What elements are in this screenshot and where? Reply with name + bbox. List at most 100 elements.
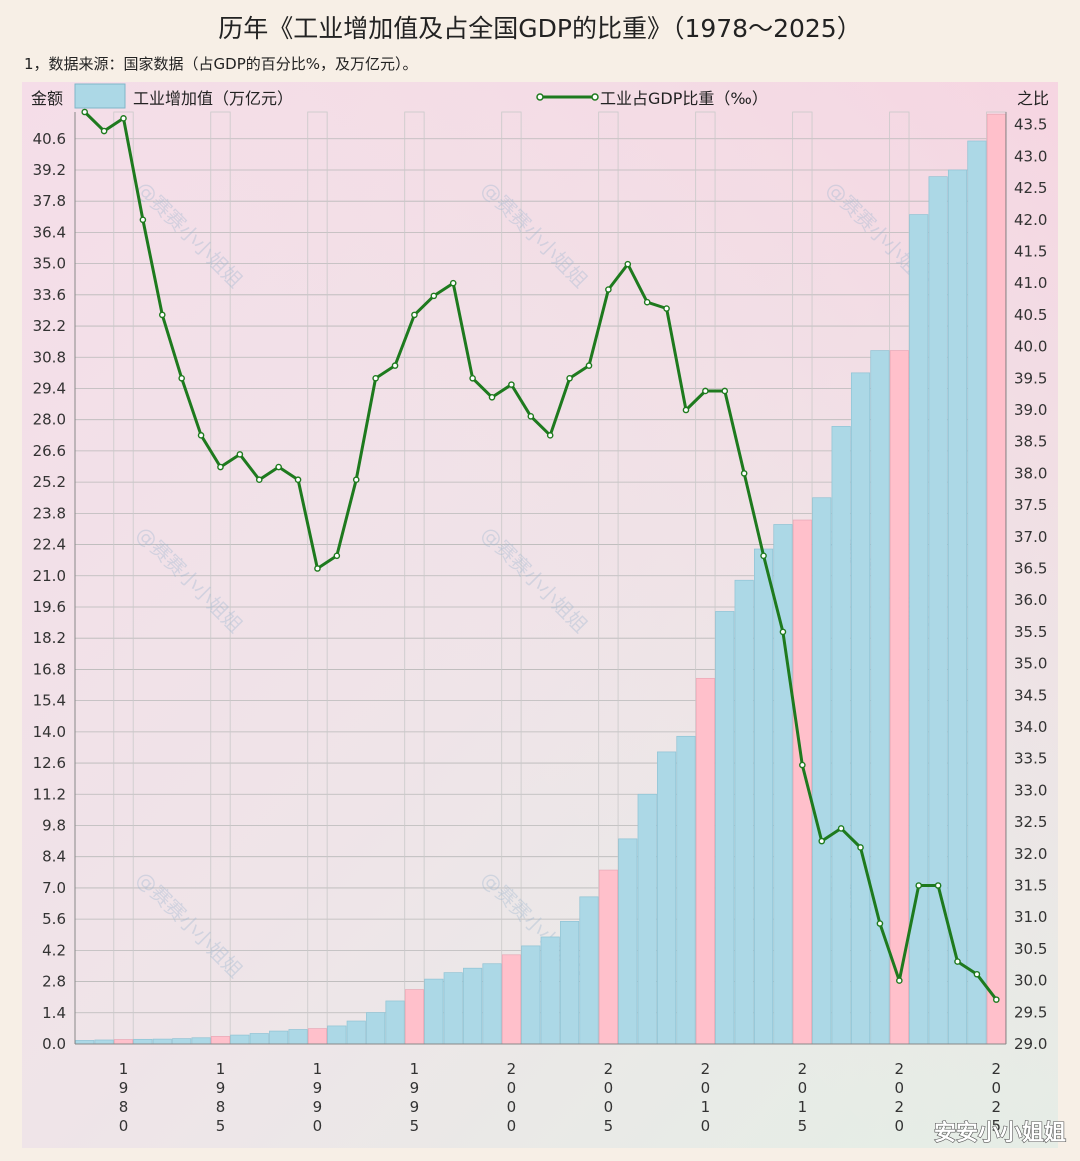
ratio-point-1999: [488, 394, 496, 401]
ratio-point-1986: [236, 451, 244, 458]
bar-2001: [521, 945, 541, 1045]
ratio-point-1979: [100, 127, 108, 135]
ratio-point-2003: [566, 374, 573, 382]
legend-line-marker-right: [591, 93, 599, 101]
left-tick-label: 8.4: [42, 848, 66, 866]
bar-2020: [889, 350, 909, 1045]
left-tick-label: 39.2: [33, 161, 66, 179]
bar-1992: [346, 1020, 366, 1045]
left-tick-label: 14.0: [33, 723, 66, 741]
left-tick-label: 30.8: [33, 348, 66, 366]
bar-1999: [482, 963, 502, 1045]
ratio-point-1988: [275, 463, 282, 471]
right-tick-label: 30.0: [1014, 972, 1047, 990]
left-tick-label: 23.8: [33, 504, 66, 522]
left-tick-label: 26.6: [33, 442, 66, 460]
bar-2005: [598, 869, 618, 1045]
ratio-point-1993: [372, 374, 379, 382]
axes: 0.0 1.4 2.8 4.2 5.6 7.0 8.4 9.8 11.2 12.6 14.0 15.4…: [33, 112, 1047, 1135]
ratio-point-2021: [915, 882, 923, 889]
ratio-point-1981: [139, 216, 147, 224]
bar-2000: [501, 954, 521, 1045]
ratio-point-2009: [682, 406, 690, 414]
right-tick-label: 38.0: [1014, 464, 1047, 482]
bar-1989: [288, 1029, 308, 1045]
ratio-point-2010: [702, 387, 709, 395]
left-tick-label: 7.0: [42, 879, 66, 897]
right-tick-label: 34.0: [1014, 718, 1047, 736]
bar-1986: [230, 1034, 250, 1045]
left-tick-label: 37.8: [33, 192, 66, 210]
left-tick-label: 16.8: [33, 660, 66, 678]
right-tick-label: 41.0: [1014, 274, 1047, 292]
bar-2002: [540, 936, 560, 1045]
ratio-point-2018: [857, 844, 864, 851]
left-axis-label: 金额: [31, 89, 63, 108]
legend-bar-label: 工业增加值（万亿元）: [133, 89, 293, 108]
bar-1981: [133, 1038, 153, 1045]
line-series: [81, 108, 1000, 1003]
right-tick-label: 39.5: [1014, 369, 1047, 387]
ratio-point-1980: [120, 115, 127, 122]
bar-1984: [191, 1037, 211, 1045]
bar-2023: [947, 169, 968, 1045]
ratio-point-2012: [740, 470, 748, 477]
right-tick-label: 34.5: [1014, 686, 1047, 704]
bar-2018: [850, 372, 871, 1045]
right-tick-label: 36.5: [1014, 559, 1047, 577]
chart-note: 1，数据来源：国家数据（占GDP的百分比%，及万亿元）。: [24, 55, 418, 73]
legend-line-marker-left: [536, 93, 544, 101]
bar-1997: [443, 972, 463, 1045]
right-tick-label: 41.5: [1014, 242, 1047, 260]
right-tick-label: 30.5: [1014, 940, 1047, 958]
bar-1980: [113, 1039, 134, 1045]
ratio-point-1978: [81, 108, 88, 116]
bar-2011: [715, 611, 735, 1045]
left-tick-label: 35.0: [33, 255, 66, 273]
left-tick-label: 28.0: [33, 411, 66, 429]
right-tick-label: 43.5: [1014, 116, 1047, 134]
bar-1995: [404, 989, 424, 1045]
bar-1988: [269, 1030, 289, 1045]
left-tick-label: 11.2: [33, 785, 66, 803]
ratio-point-1998: [469, 374, 476, 382]
right-tick-label: 35.0: [1014, 655, 1047, 673]
bar-2008: [657, 751, 677, 1045]
ratio-point-2000: [508, 381, 515, 388]
bar-1991: [327, 1025, 347, 1045]
bar-1983: [172, 1038, 192, 1045]
right-tick-label: 29.5: [1014, 1003, 1047, 1021]
ratio-line: [83, 110, 998, 1001]
ratio-point-2014: [779, 628, 787, 636]
left-tick-label: 2.8: [42, 973, 66, 991]
ratio-point-2017: [837, 825, 845, 832]
right-tick-label: 31.5: [1014, 876, 1047, 894]
ratio-point-1996: [430, 292, 438, 300]
right-tick-label: 40.5: [1014, 306, 1047, 324]
bar-2004: [579, 896, 599, 1045]
right-tick-label: 39.0: [1014, 401, 1047, 419]
bar-2003: [560, 921, 580, 1045]
left-tick-label: 15.4: [33, 692, 66, 710]
bar-1994: [385, 1000, 405, 1045]
ratio-point-2011: [721, 387, 729, 395]
left-tick-label: 9.8: [42, 816, 66, 834]
ratio-point-1994: [391, 362, 399, 369]
bar-1996: [424, 978, 444, 1045]
bar-2010: [695, 677, 715, 1045]
ratio-point-1997: [449, 279, 457, 287]
ratio-point-2008: [663, 305, 670, 312]
ratio-point-2024: [973, 970, 981, 978]
ratio-point-1984: [197, 432, 205, 439]
right-tick-label: 32.5: [1014, 813, 1047, 831]
left-tick-label: 33.6: [33, 286, 66, 304]
bar-2024: [967, 140, 987, 1045]
left-tick-label: 21.0: [33, 567, 66, 585]
credit-watermark: 安安小小姐姐: [934, 1120, 1066, 1146]
legend-bar-swatch: [74, 83, 126, 109]
